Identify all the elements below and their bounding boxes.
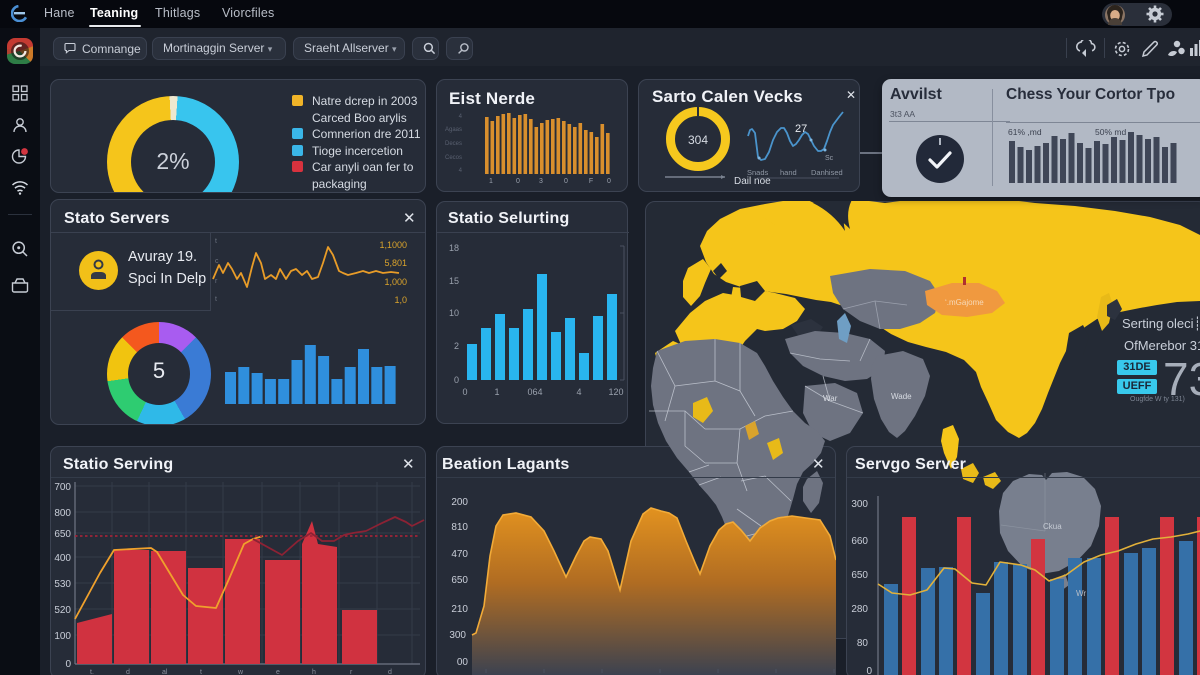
svg-text:t: t bbox=[215, 296, 217, 303]
svg-text:280: 280 bbox=[851, 604, 868, 615]
svg-text:200: 200 bbox=[451, 497, 468, 508]
svg-text:t: t bbox=[215, 238, 217, 245]
svg-text:210: 210 bbox=[451, 604, 468, 615]
svg-text:hand: hand bbox=[780, 168, 797, 177]
svg-text:2: 2 bbox=[454, 341, 459, 351]
svg-text:t: t bbox=[200, 669, 202, 675]
svg-text:0: 0 bbox=[462, 387, 467, 397]
svg-text:100: 100 bbox=[54, 631, 71, 642]
svg-text:800: 800 bbox=[54, 508, 71, 519]
svg-text:r: r bbox=[350, 669, 353, 675]
svg-text:Sc: Sc bbox=[825, 155, 834, 162]
svg-text:0: 0 bbox=[516, 178, 520, 185]
svg-text:0: 0 bbox=[866, 666, 872, 675]
svg-text:660: 660 bbox=[851, 536, 868, 547]
svg-text:4: 4 bbox=[459, 114, 463, 120]
svg-text:0: 0 bbox=[454, 375, 459, 385]
svg-text:650: 650 bbox=[54, 529, 71, 540]
svg-text:400: 400 bbox=[54, 553, 71, 564]
svg-text:300: 300 bbox=[449, 630, 466, 641]
svg-text:80: 80 bbox=[857, 638, 869, 649]
svg-text:1: 1 bbox=[494, 387, 499, 397]
svg-text:304: 304 bbox=[688, 133, 708, 147]
svg-text:War: War bbox=[823, 394, 838, 403]
svg-text:Cecos: Cecos bbox=[445, 155, 462, 161]
svg-text:5,801: 5,801 bbox=[384, 258, 407, 268]
svg-text:15: 15 bbox=[449, 276, 459, 286]
svg-text:27: 27 bbox=[795, 123, 807, 135]
svg-text:Deces: Deces bbox=[445, 141, 462, 147]
svg-text:F: F bbox=[589, 178, 593, 185]
svg-text:650: 650 bbox=[851, 570, 868, 581]
svg-text:0: 0 bbox=[65, 659, 71, 670]
svg-text:120: 120 bbox=[608, 387, 623, 397]
svg-text:0: 0 bbox=[607, 178, 611, 185]
svg-text:c: c bbox=[215, 258, 219, 265]
svg-text:3: 3 bbox=[539, 178, 543, 185]
svg-text:r: r bbox=[215, 278, 218, 285]
svg-text:e: e bbox=[276, 669, 280, 675]
svg-text:064: 064 bbox=[527, 387, 542, 397]
svg-text:00: 00 bbox=[457, 657, 469, 668]
svg-text:1: 1 bbox=[489, 178, 493, 185]
svg-text:t.: t. bbox=[90, 669, 94, 675]
svg-text:Ckua: Ckua bbox=[1043, 522, 1062, 531]
svg-text:700: 700 bbox=[54, 482, 71, 493]
svg-text:d: d bbox=[388, 669, 392, 675]
svg-text:530: 530 bbox=[54, 579, 71, 590]
svg-text:810: 810 bbox=[451, 522, 468, 533]
svg-text:w: w bbox=[237, 669, 244, 675]
svg-text:10: 10 bbox=[449, 308, 459, 318]
svg-text:18: 18 bbox=[449, 243, 459, 253]
svg-text:4: 4 bbox=[459, 168, 463, 174]
svg-text:0: 0 bbox=[564, 178, 568, 185]
svg-text:520: 520 bbox=[54, 605, 71, 616]
svg-text:4: 4 bbox=[576, 387, 581, 397]
svg-text:Wr: Wr bbox=[1076, 589, 1086, 598]
svg-text:Snads: Snads bbox=[747, 168, 769, 177]
svg-text:ʻ.mGajome: ʻ.mGajome bbox=[945, 298, 984, 307]
svg-text:1,0: 1,0 bbox=[394, 295, 407, 305]
svg-text:1,000: 1,000 bbox=[384, 277, 407, 287]
svg-text:1,1000: 1,1000 bbox=[379, 240, 407, 250]
svg-text:al: al bbox=[162, 669, 168, 675]
svg-text:Wade: Wade bbox=[891, 392, 912, 401]
svg-text:Danhised: Danhised bbox=[811, 168, 843, 177]
svg-text:h: h bbox=[312, 669, 316, 675]
svg-text:470: 470 bbox=[451, 549, 468, 560]
svg-text:Agaas: Agaas bbox=[445, 127, 462, 133]
svg-text:650: 650 bbox=[451, 575, 468, 586]
svg-text:d: d bbox=[126, 669, 130, 675]
svg-text:300: 300 bbox=[851, 499, 868, 510]
svg-text:Dail noe: Dail noe bbox=[734, 176, 771, 187]
